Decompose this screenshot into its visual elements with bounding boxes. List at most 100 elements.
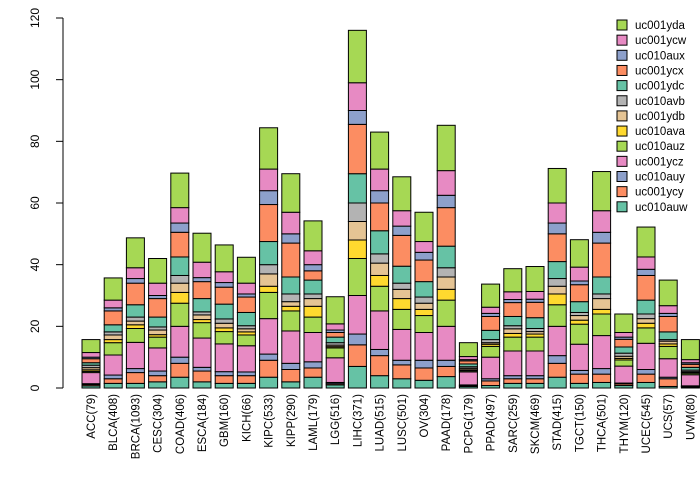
bar-segment	[370, 253, 390, 264]
bar-segment	[392, 176, 412, 212]
x-tick-label: LGG(516)	[330, 394, 342, 445]
bar-segment	[259, 127, 279, 170]
bar-segment	[636, 226, 656, 258]
bar-stack	[259, 127, 279, 389]
bar-segment	[148, 258, 168, 284]
y-tick-label: 80	[28, 134, 42, 148]
bar-segment	[436, 299, 456, 327]
bar-segment	[236, 311, 256, 327]
bar-segment	[414, 211, 434, 243]
bar-segment	[503, 332, 523, 338]
bar-segment	[414, 379, 434, 389]
bar-segment	[192, 366, 212, 372]
bar-segment	[170, 362, 190, 378]
bar-stack	[192, 232, 212, 389]
legend-item: uc010auz	[616, 140, 685, 153]
x-tick-label: BLCA(408)	[108, 394, 120, 451]
bar-stack	[547, 167, 567, 389]
bar-segment	[525, 336, 545, 352]
bars	[81, 29, 700, 389]
bar-segment	[303, 361, 323, 369]
bar-segment	[303, 305, 323, 318]
bar-segment	[214, 303, 234, 320]
legend-swatch	[616, 110, 628, 122]
bar-segment	[392, 288, 412, 300]
bar-segment	[503, 382, 523, 389]
legend-label: uc010aux	[635, 50, 685, 62]
bar-segment	[592, 171, 612, 212]
bar-segment	[347, 173, 367, 204]
bar-segment	[259, 204, 279, 243]
x-tick-label: SARC(259)	[508, 394, 520, 453]
bar-segment	[125, 282, 145, 306]
y-tick-label: 0	[28, 384, 42, 391]
bar-segment	[259, 318, 279, 355]
legend-swatch	[616, 64, 628, 76]
legend-label: uc001ycy	[635, 187, 684, 199]
bar-segment	[81, 372, 101, 385]
bar-segment	[414, 308, 434, 317]
y-tick-label: 40	[28, 258, 42, 272]
bar-segment	[481, 306, 501, 314]
bar-segment	[125, 368, 145, 374]
bar-segment	[303, 264, 323, 272]
bar-segment	[192, 281, 212, 300]
bar-segment	[347, 221, 367, 241]
bar-segment	[259, 359, 279, 378]
x-tick-label: ACC(79)	[86, 394, 98, 439]
legend-item: uc010auy	[616, 171, 685, 184]
bar-segment	[503, 302, 523, 317]
bar-segment	[636, 322, 656, 329]
bar-segment	[569, 266, 589, 282]
bar-segment	[214, 286, 234, 305]
bar-segment	[370, 262, 390, 276]
bar-segment	[658, 331, 678, 341]
bar-segment	[614, 338, 634, 348]
bar-segment	[569, 343, 589, 371]
bar-segment	[503, 328, 523, 334]
bar-segment	[592, 335, 612, 370]
bar-segment	[347, 29, 367, 84]
bar-segment	[170, 256, 190, 276]
bar-segment	[259, 353, 279, 361]
bar-segment	[525, 382, 545, 389]
bar-segment	[592, 276, 612, 295]
bar-stack	[236, 256, 256, 389]
bar-segment	[125, 304, 145, 318]
bar-stack	[592, 171, 612, 389]
bar-segment	[125, 382, 145, 389]
legend-item: uc010auw	[616, 201, 688, 214]
bar-segment	[103, 354, 123, 376]
bar-segment	[525, 290, 545, 300]
bar-stack	[481, 283, 501, 389]
legend-label: uc001ydb	[635, 111, 685, 123]
x-tick-label: BRCA(1093)	[130, 394, 142, 459]
bar-segment	[148, 336, 168, 349]
bar-segment	[325, 332, 345, 338]
bar-segment	[436, 245, 456, 269]
bar-segment	[214, 244, 234, 273]
bar-segment	[414, 315, 434, 333]
bar-segment	[458, 342, 478, 358]
x-tick-label: STAD(415)	[552, 394, 564, 451]
bar-segment	[192, 232, 212, 263]
bar-segment	[214, 282, 234, 288]
bar-segment	[347, 110, 367, 125]
bar-segment	[547, 362, 567, 378]
bar-segment	[347, 344, 367, 367]
bar-segment	[281, 369, 301, 383]
bar-segment	[214, 322, 234, 329]
x-tick-label: LIHC(371)	[352, 394, 364, 447]
bar-segment	[481, 329, 501, 341]
bar-segment	[125, 372, 145, 384]
x-tick-label: THCA(501)	[597, 394, 609, 452]
legend-label: uc001ydc	[635, 81, 684, 93]
bar-segment	[148, 298, 168, 318]
bar-segment	[436, 276, 456, 290]
bar-segment	[214, 318, 234, 324]
x-tick-label: UCEC(545)	[641, 394, 653, 454]
bar-stack	[81, 339, 101, 389]
bar-segment	[214, 331, 234, 345]
bar-segment	[192, 370, 212, 383]
bar-segment	[148, 347, 168, 372]
